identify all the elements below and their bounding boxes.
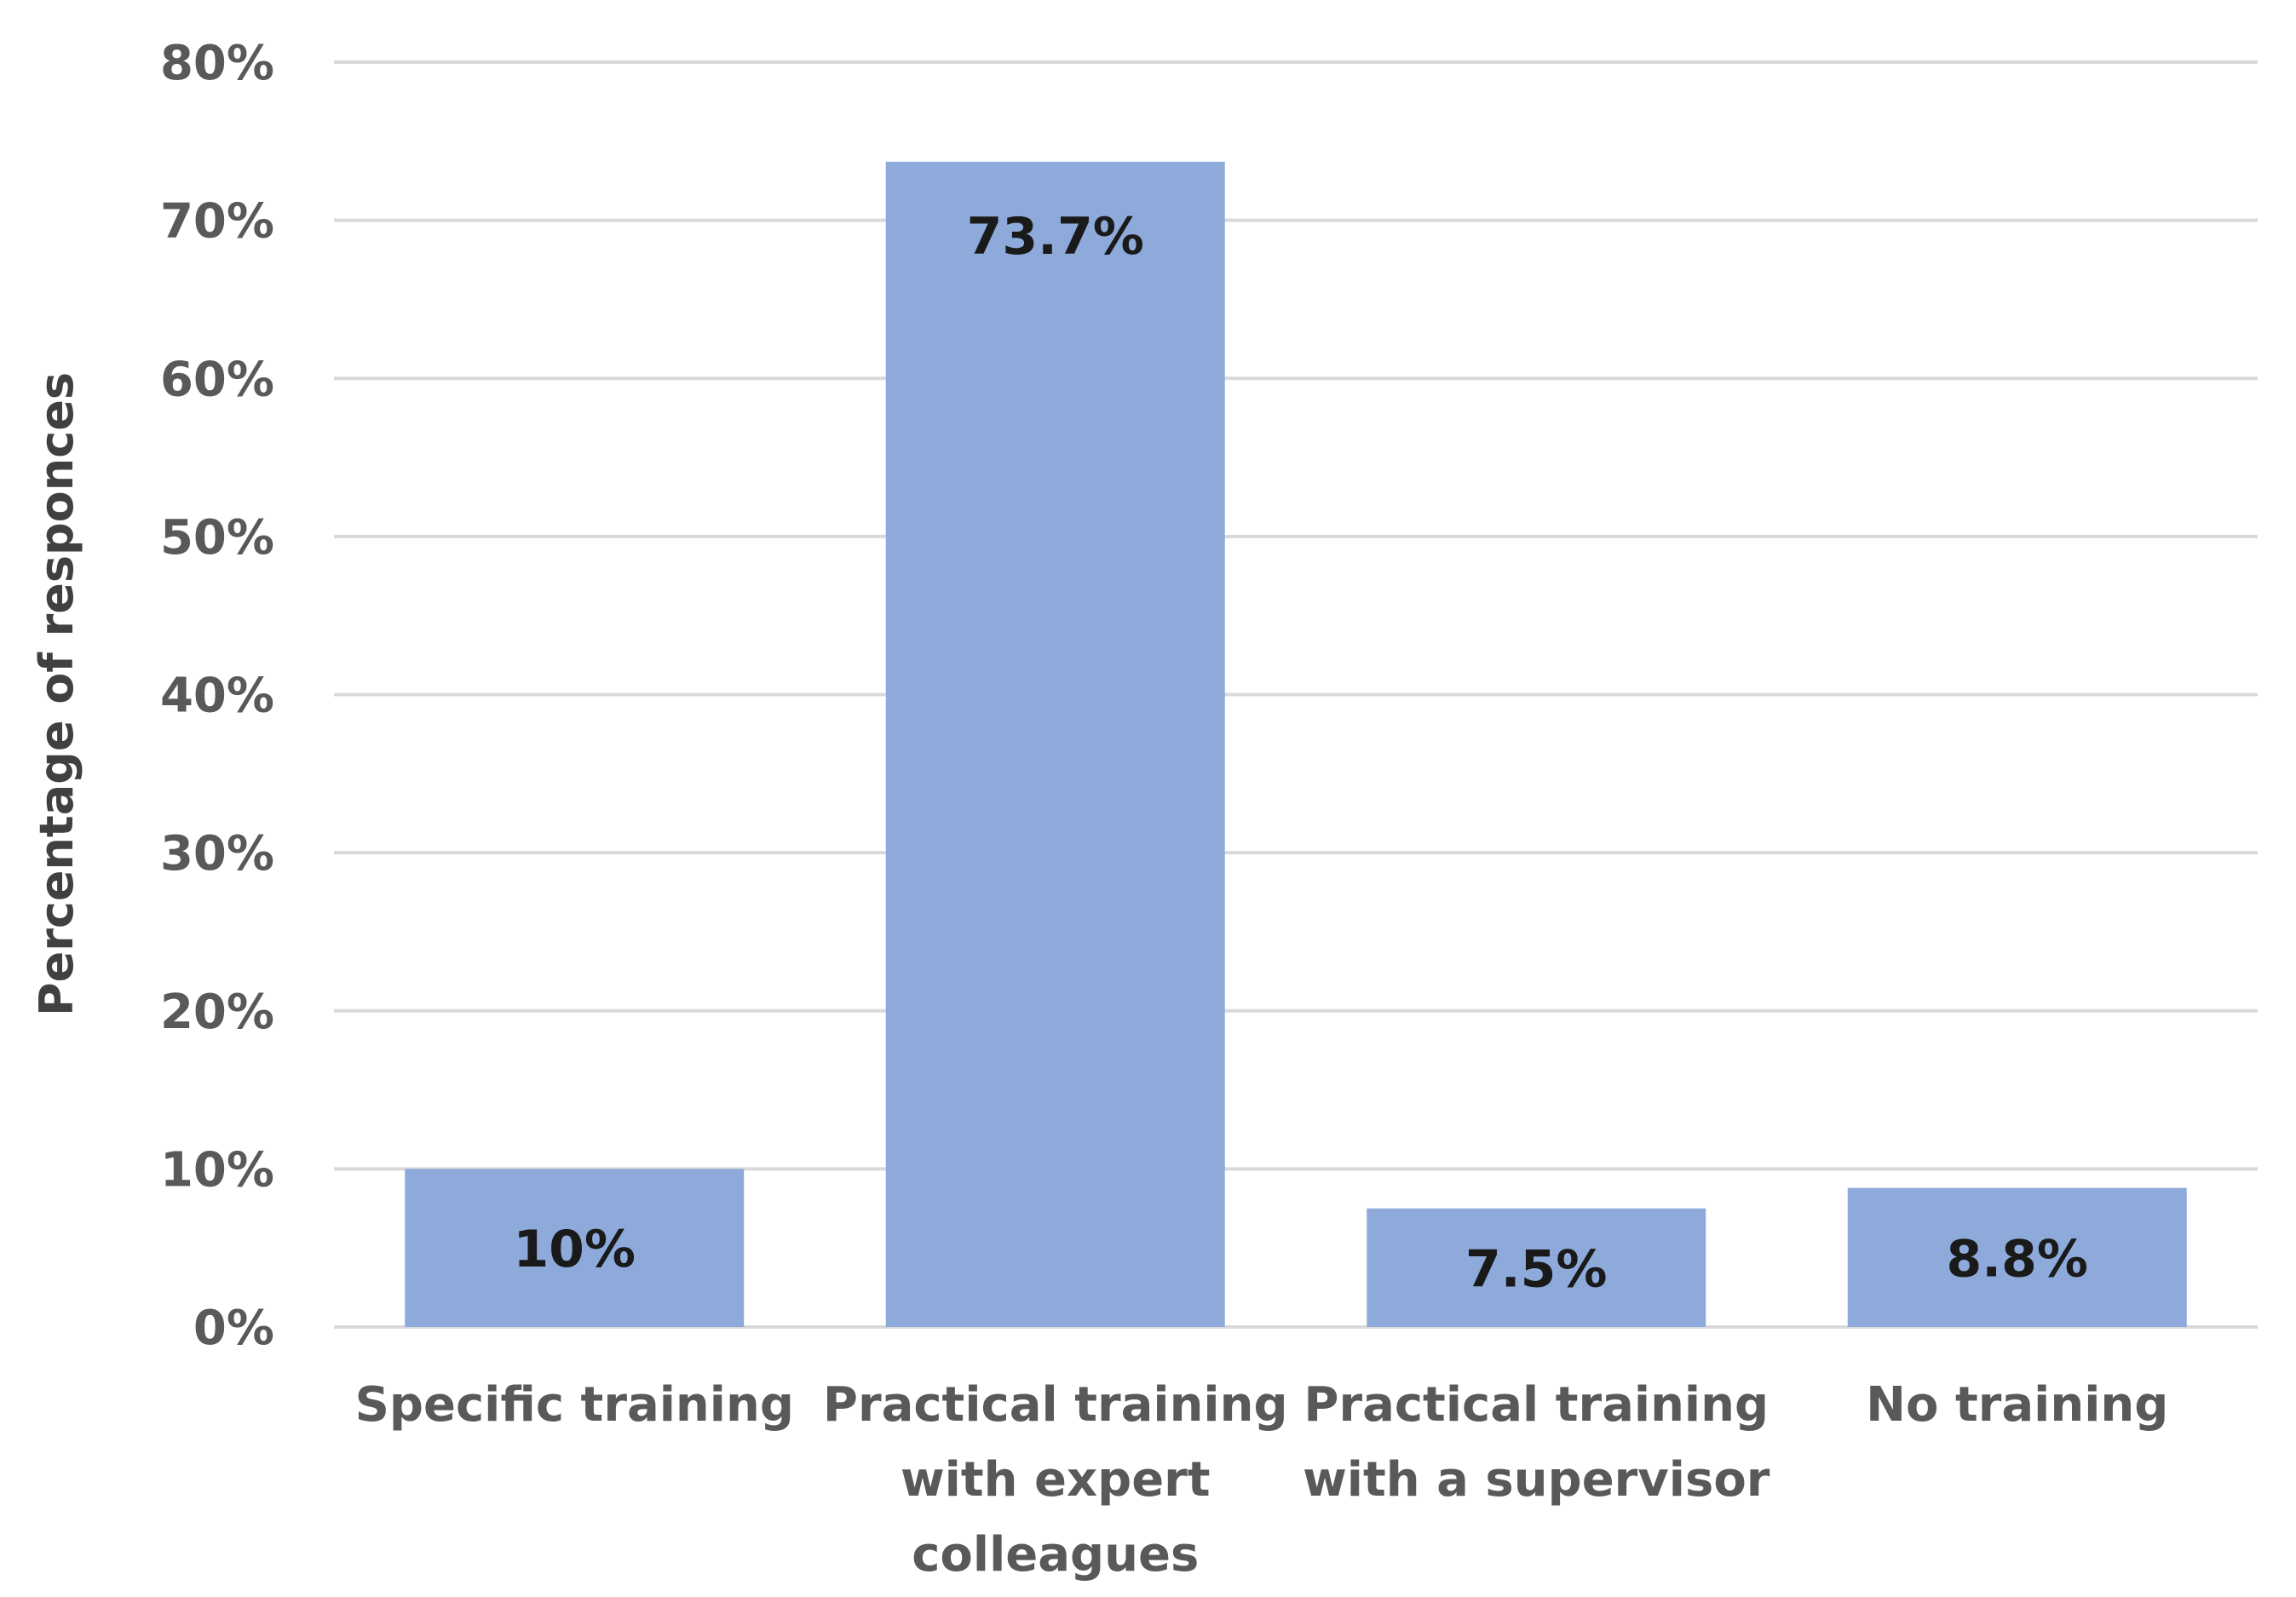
y-tick-label: 60% bbox=[160, 352, 274, 407]
y-axis-title: Percentage of responces bbox=[30, 372, 83, 1016]
y-tick-label: 80% bbox=[160, 36, 274, 91]
gridlines bbox=[334, 60, 2258, 1329]
data-label: 10% bbox=[513, 1220, 636, 1279]
data-label: 7.5% bbox=[1465, 1239, 1607, 1299]
x-category-label: Practical training bbox=[823, 1377, 1288, 1433]
y-tick-label: 0% bbox=[193, 1301, 274, 1356]
bar bbox=[1367, 1208, 1706, 1327]
y-tick-label: 40% bbox=[160, 669, 274, 724]
x-category-label: No training bbox=[1866, 1377, 2168, 1433]
x-axis-categories: Specific training Practical training with … bbox=[355, 1377, 2169, 1583]
x-category-label: Practical training bbox=[1303, 1377, 1769, 1433]
bar bbox=[405, 1169, 745, 1327]
x-category-label: colleagues bbox=[912, 1527, 1199, 1583]
bar bbox=[885, 161, 1225, 1328]
data-label: 8.8% bbox=[1947, 1229, 2088, 1289]
x-category-label: Specific training bbox=[355, 1377, 794, 1433]
data-label: 73.7% bbox=[967, 207, 1144, 267]
y-tick-label: 50% bbox=[160, 510, 274, 566]
bar bbox=[1847, 1187, 2187, 1327]
data-labels: 10% 73.7% 7.5% 8.8% bbox=[513, 207, 2088, 1299]
y-tick-label: 20% bbox=[160, 985, 274, 1040]
bars bbox=[405, 161, 2187, 1328]
x-category-label: with expert bbox=[901, 1452, 1211, 1508]
y-tick-label: 70% bbox=[160, 194, 274, 250]
y-axis-ticks: 0% 10% 20% 30% 40% 50% 60% 70% 80% bbox=[160, 36, 274, 1356]
x-category-label: with a supervisor bbox=[1303, 1452, 1770, 1508]
y-tick-label: 10% bbox=[160, 1142, 274, 1198]
y-tick-label: 30% bbox=[160, 826, 274, 882]
